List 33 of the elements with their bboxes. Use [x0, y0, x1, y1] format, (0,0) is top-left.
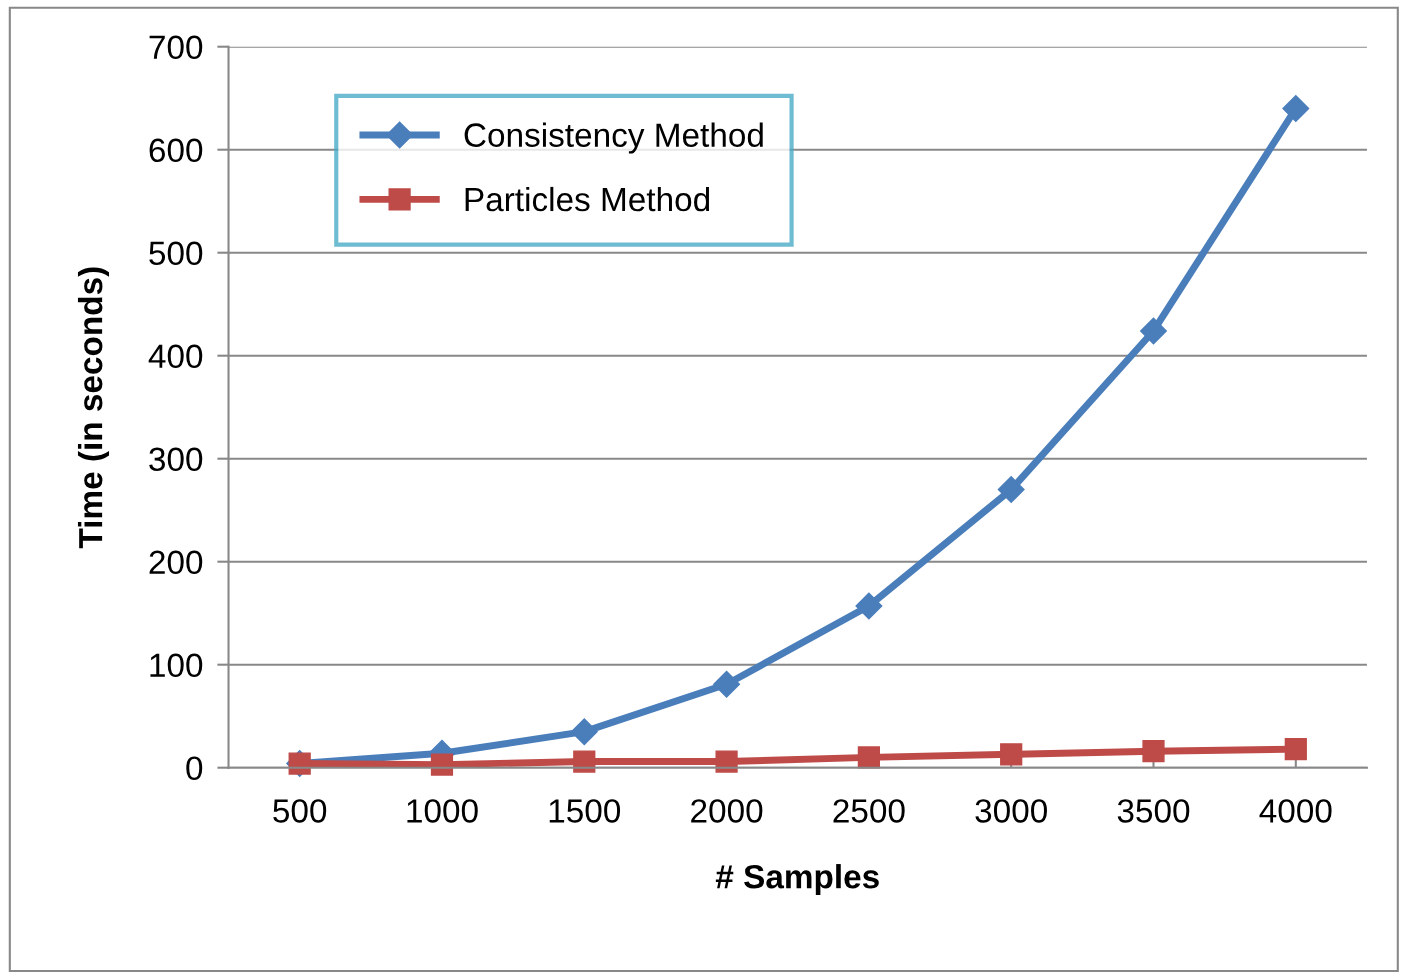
- point: [1282, 95, 1310, 122]
- x-tick-label: 3000: [975, 799, 1047, 823]
- legend-label: Particles Method: [465, 186, 710, 212]
- point: [1140, 317, 1167, 345]
- x-tick-label: 3500: [1117, 799, 1190, 823]
- point: [997, 476, 1025, 504]
- point: [1142, 740, 1165, 763]
- x-tick-label: 1000: [407, 799, 478, 823]
- y-tick-label: 0: [186, 756, 203, 781]
- x-tick-label: 1500: [549, 799, 621, 823]
- point: [855, 592, 883, 620]
- x-tick-label: 2500: [833, 799, 905, 823]
- legend-label: Consistency Method: [464, 122, 763, 154]
- y-tick-label: 400: [148, 344, 203, 369]
- point: [857, 746, 881, 769]
- y-tick-label: 300: [149, 447, 203, 472]
- y-tick-label: 600: [149, 138, 203, 163]
- point: [1000, 743, 1023, 766]
- y-tick-label: 500: [149, 241, 203, 266]
- point: [570, 718, 598, 746]
- x-tick-label: 4000: [1259, 799, 1332, 823]
- point: [715, 750, 738, 773]
- x-axis-title: # Samples: [715, 864, 879, 896]
- point: [430, 753, 454, 776]
- y-tick-label: 100: [150, 653, 203, 678]
- y-axis-title: Time (in seconds): [77, 267, 110, 549]
- x-tick-label: 2000: [691, 799, 763, 823]
- point: [573, 750, 596, 773]
- y-tick-label: 700: [149, 35, 203, 60]
- y-tick-label: 200: [149, 550, 203, 575]
- point: [1284, 738, 1307, 761]
- point: [713, 670, 741, 698]
- x-tick-label: 500: [273, 799, 327, 823]
